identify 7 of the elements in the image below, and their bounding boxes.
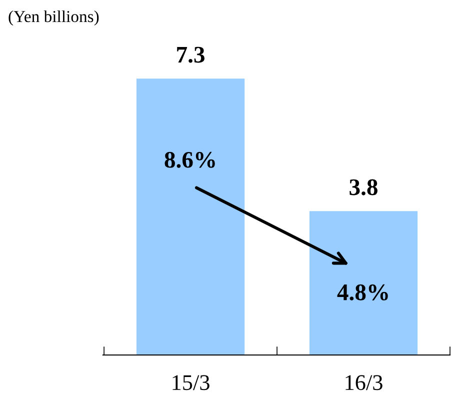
x-tick-label: 15/3 [172,375,210,390]
data-label: 3.8 [350,179,378,196]
x-tick-label: 16/3 [346,375,382,390]
y-axis-title: (Yen billions) [8,10,99,26]
annotation: 8.6% [164,152,215,168]
annotation: 4.8% [337,284,388,300]
data-label: 7.3 [177,46,204,63]
